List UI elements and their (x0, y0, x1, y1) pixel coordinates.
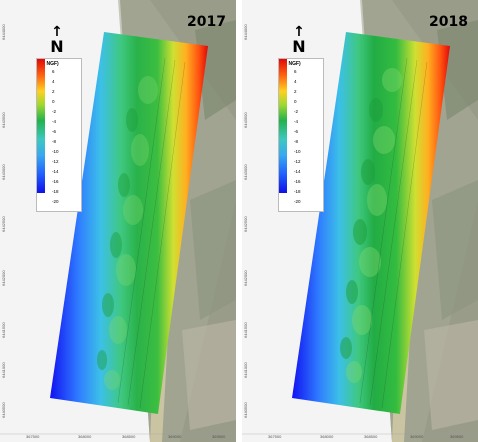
map-panel-2017: 2017 ↑ N (m NGF) 6 4 2 0 -2 -4 -6 -8 -10… (0, 0, 236, 442)
legend-label: -20 (52, 199, 59, 204)
y-tick-label: 6441000 (243, 362, 248, 378)
x-tick-label: 369500 (450, 434, 464, 439)
legend-colorbar (279, 59, 287, 193)
legend-label: -16 (52, 179, 59, 184)
x-tick-label: 369500 (212, 434, 226, 439)
legend-label: 2 (294, 89, 297, 94)
depth-raster (292, 32, 450, 414)
x-tick-label: 368000 (78, 434, 92, 439)
x-tick-label: 369000 (410, 434, 424, 439)
legend-colorbar (37, 59, 45, 193)
north-arrow-icon: ↑ (293, 24, 305, 40)
y-tick-label: 6442500 (1, 216, 6, 232)
map-panel-2018: 2018 ↑ N (m NGF) 6 4 2 0 -2 -4 -6 -8 -10… (242, 0, 478, 442)
x-tick-label: 368500 (122, 434, 136, 439)
north-arrow-icon: ↑ (51, 24, 63, 40)
legend-label: -16 (294, 179, 301, 184)
bathymetry-map-2017 (0, 0, 236, 442)
y-tick-label: 6442500 (243, 216, 248, 232)
depth-raster (50, 32, 208, 414)
legend-label: -2 (294, 109, 299, 114)
y-tick-label: 6443500 (243, 112, 248, 128)
legend-label: -14 (52, 169, 59, 174)
legend-label: -20 (294, 199, 301, 204)
legend-label: -6 (52, 129, 57, 134)
legend-label: -4 (52, 119, 57, 124)
legend-label: 0 (52, 99, 55, 104)
y-tick-label: 6444000 (1, 24, 6, 40)
legend-label: -10 (294, 149, 301, 154)
legend-label: 4 (294, 79, 297, 84)
y-tick-label: 6441000 (1, 362, 6, 378)
y-tick-label: 6441500 (1, 322, 6, 338)
y-tick-label: 6442000 (1, 270, 6, 286)
legend-label: -4 (294, 119, 299, 124)
depth-legend: (m NGF) 6 4 2 0 -2 -4 -6 -8 -10 -12 -14 … (36, 58, 82, 212)
y-tick-label: 6440500 (1, 402, 6, 418)
legend-label: -18 (294, 189, 301, 194)
x-tick-label: 367500 (268, 434, 282, 439)
x-tick-label: 368000 (320, 434, 334, 439)
x-tick-label: 367500 (26, 434, 40, 439)
north-arrow: ↑ N (286, 24, 312, 56)
north-label: N (50, 36, 64, 56)
legend-label: -10 (52, 149, 59, 154)
y-tick-label: 6443000 (243, 164, 248, 180)
legend-labels: 6 4 2 0 -2 -4 -6 -8 -10 -12 -14 -16 -18 … (52, 69, 78, 209)
x-tick-label: 369000 (168, 434, 182, 439)
legend-labels: 6 4 2 0 -2 -4 -6 -8 -10 -12 -14 -16 -18 … (294, 69, 320, 209)
legend-label: -12 (52, 159, 59, 164)
legend-label: 6 (294, 69, 297, 74)
depth-legend: (m NGF) 6 4 2 0 -2 -4 -6 -8 -10 -12 -14 … (278, 58, 324, 212)
legend-label: -8 (294, 139, 299, 144)
north-arrow: ↑ N (44, 24, 70, 56)
legend-label: -2 (52, 109, 57, 114)
north-label: N (292, 36, 306, 56)
legend-label: -12 (294, 159, 301, 164)
legend-label: 6 (52, 69, 55, 74)
y-tick-label: 6443000 (1, 164, 6, 180)
legend-title: (m NGF) (281, 61, 301, 67)
y-tick-label: 6441500 (243, 322, 248, 338)
y-tick-label: 6440500 (243, 402, 248, 418)
legend-label: 2 (52, 89, 55, 94)
legend-label: -6 (294, 129, 299, 134)
legend-label: 4 (52, 79, 55, 84)
legend-title: (m NGF) (39, 61, 59, 67)
year-label: 2017 (187, 14, 226, 30)
year-label: 2018 (429, 14, 468, 30)
legend-label: -18 (52, 189, 59, 194)
legend-label: 0 (294, 99, 297, 104)
bathymetry-map-2018 (242, 0, 478, 442)
y-tick-label: 6442000 (243, 270, 248, 286)
y-tick-label: 6443500 (1, 112, 6, 128)
legend-label: -8 (52, 139, 57, 144)
x-tick-label: 368500 (364, 434, 378, 439)
y-tick-label: 6444000 (243, 24, 248, 40)
legend-label: -14 (294, 169, 301, 174)
